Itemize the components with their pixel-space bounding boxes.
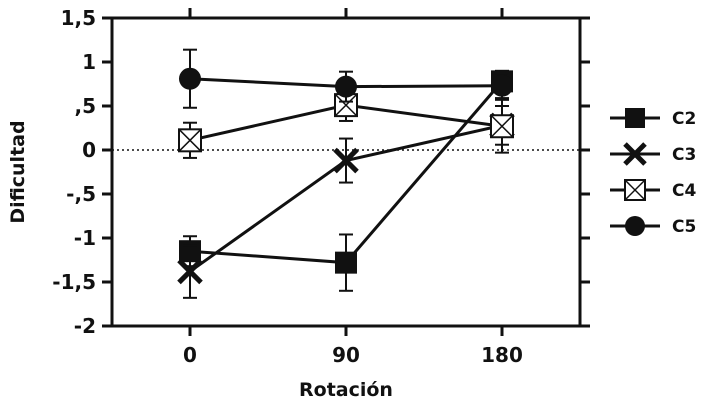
- marker-x: [623, 142, 647, 166]
- y-axis-title: Dificultad: [7, 120, 29, 223]
- legend-label: C2: [672, 109, 696, 129]
- data-point-c4: [178, 128, 202, 153]
- y-tick-label: -1,5: [52, 270, 96, 294]
- x-tick-label: 180: [481, 343, 523, 367]
- data-point-c5: [179, 67, 201, 90]
- legend-label: C4: [672, 181, 696, 201]
- series-group: [177, 48, 515, 299]
- marker-shape: [491, 74, 513, 97]
- y-tick-label: ,5: [74, 94, 96, 118]
- marker-shape: [335, 251, 357, 274]
- legend-entry-c2: C2: [610, 108, 696, 129]
- marker-stroke: [624, 179, 646, 201]
- marker-stroke: [623, 142, 647, 166]
- legend-entry-c5: C5: [610, 216, 696, 237]
- marker-stroke: [178, 128, 202, 152]
- y-tick-label: 0: [82, 138, 96, 162]
- data-point-c2: [335, 251, 357, 274]
- data-point-c3: [177, 258, 203, 285]
- marker-boxed-x: [624, 179, 646, 201]
- data-point-c4: [490, 114, 514, 139]
- marker-filled-circle: [625, 216, 645, 236]
- data-point-c5: [335, 75, 357, 98]
- marker-stroke: [333, 147, 359, 174]
- x-axis-title: Rotación: [299, 379, 393, 401]
- legend-label: C5: [672, 217, 696, 237]
- axes: 1,51,50-,5-1-1,5-20 90 180: [52, 6, 590, 367]
- x-tick-label: 0: [183, 343, 197, 367]
- y-tick-label: 1,5: [61, 6, 96, 30]
- data-point-c3: [333, 147, 359, 174]
- marker-shape: [625, 108, 645, 128]
- legend-entry-c4: C4: [610, 179, 696, 201]
- y-tick-label: 1: [82, 50, 96, 74]
- legend-label: C3: [672, 145, 696, 165]
- marker-shape: [335, 75, 357, 98]
- marker-stroke: [334, 93, 358, 117]
- marker-shape: [625, 216, 645, 236]
- data-point-c5: [491, 74, 513, 97]
- series-c5: [179, 48, 513, 109]
- y-tick-label: -2: [74, 314, 96, 338]
- marker-filled-square: [625, 108, 645, 128]
- marker-stroke: [490, 114, 514, 138]
- marker-shape: [179, 67, 201, 90]
- legend: C2 C3 C4 C5: [610, 108, 696, 237]
- y-tick-label: -,5: [66, 182, 96, 206]
- x-tick-label: 90: [332, 343, 360, 367]
- legend-entry-c3: C3: [610, 142, 696, 166]
- marker-stroke: [177, 258, 203, 285]
- y-tick-label: -1: [74, 226, 96, 250]
